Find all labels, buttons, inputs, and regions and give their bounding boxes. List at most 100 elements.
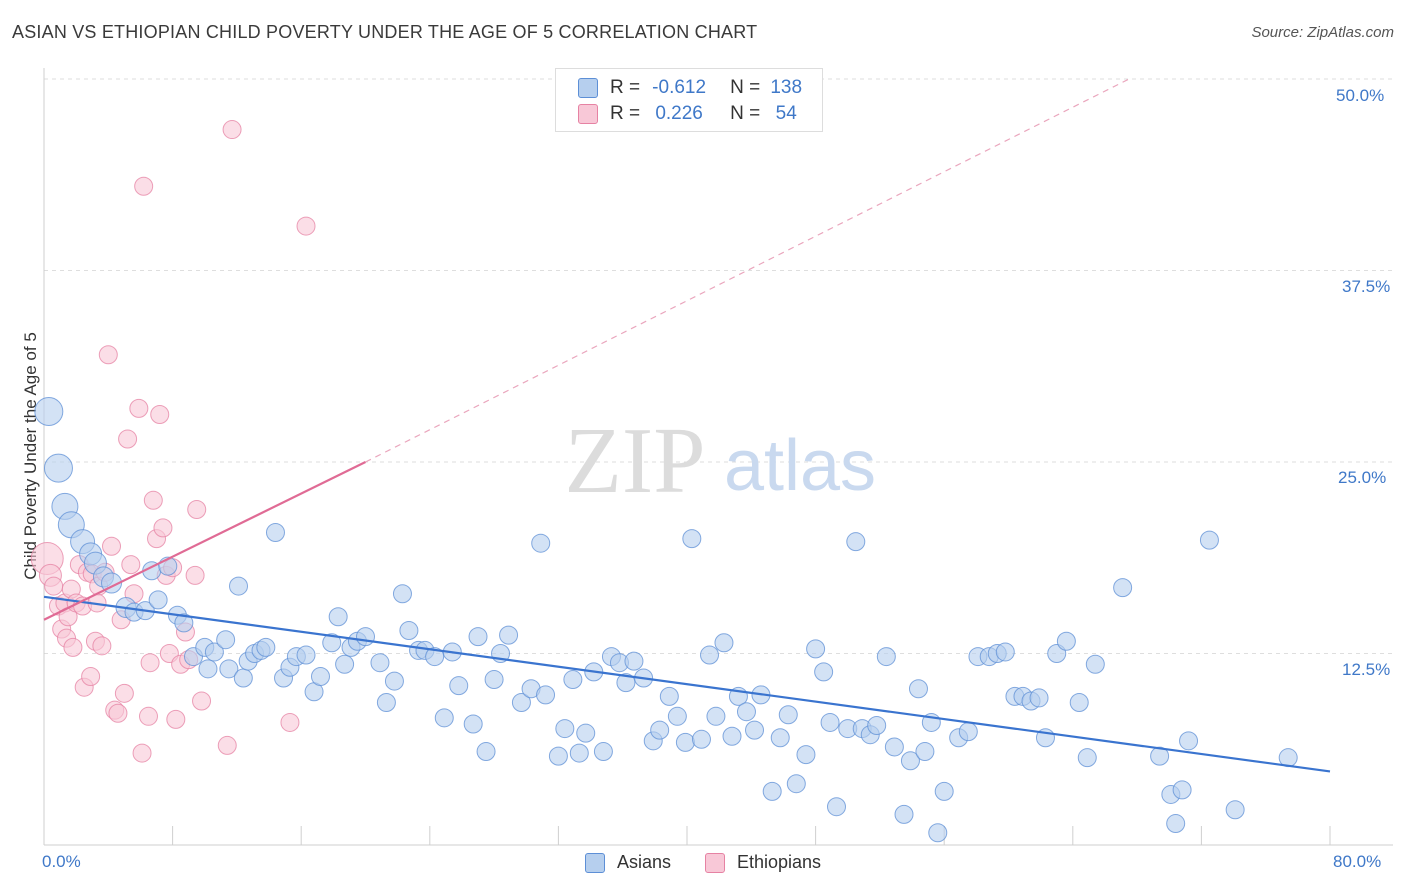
asian-point [569, 743, 589, 763]
asian-point [691, 729, 711, 749]
asian-point [900, 751, 920, 771]
ethiopian-trend-line [43, 461, 366, 621]
ethiopian-point [143, 490, 163, 510]
ethiopian-point [217, 735, 237, 755]
ethiopian-point [121, 555, 141, 575]
asian-point [484, 670, 504, 690]
x-tick-label-min: 0.0% [42, 852, 81, 871]
asian-point [256, 637, 276, 657]
n-value: 54 [775, 103, 797, 124]
asian-point [667, 706, 687, 726]
asian-point [476, 742, 496, 762]
asian-point [468, 627, 488, 647]
asian-trend-line [43, 595, 1331, 773]
asian-point [593, 742, 613, 762]
asian-point [1172, 780, 1192, 800]
asian-point [219, 659, 239, 679]
asian-point [762, 781, 782, 801]
asian-point [700, 645, 720, 665]
ethiopian-point [132, 743, 152, 763]
asian-point [229, 576, 249, 596]
asian-point [1056, 631, 1076, 651]
asian-point [216, 630, 236, 650]
asian-point [867, 716, 887, 736]
asian-point [884, 737, 904, 757]
legend-item-ethiopians[interactable]: Ethiopians [704, 852, 821, 873]
asian-point [174, 613, 194, 633]
asian-point [616, 673, 636, 693]
ethiopian-point [92, 636, 112, 656]
ethiopian-swatch [704, 852, 725, 873]
asian-point [376, 693, 396, 713]
asian-point [1085, 654, 1105, 674]
asian-point [310, 666, 330, 686]
chart-title: ASIAN VS ETHIOPIAN CHILD POVERTY UNDER T… [12, 22, 758, 42]
asian-point [1179, 731, 1199, 751]
asian-point [1150, 746, 1170, 766]
ethiopian-point [296, 216, 316, 236]
asian-point [356, 627, 375, 647]
asian-point [659, 686, 679, 706]
asian-point [820, 712, 840, 732]
asian-point [511, 693, 531, 713]
asian-point [531, 533, 551, 553]
asian-point [714, 633, 734, 653]
ethiopian-swatch [578, 104, 598, 124]
asian-point [384, 671, 404, 691]
x-tick-label-max: 80.0% [1333, 852, 1382, 871]
ethiopian-points [30, 120, 316, 763]
ethiopian-point [185, 565, 205, 585]
ethiopian-point [98, 345, 118, 365]
r-value: -0.612 [652, 77, 707, 98]
watermark-zip: ZIP [565, 409, 706, 513]
y-tick-label-12-5: 12.5% [1342, 660, 1391, 679]
legend-item-asians[interactable]: Asians [584, 852, 671, 873]
asian-point [1225, 800, 1245, 820]
ethiopian-point [138, 706, 158, 726]
asian-point [786, 774, 806, 794]
ethiopian-point [129, 398, 149, 418]
asian-point [34, 396, 64, 426]
asian-point [814, 662, 834, 682]
asian-point [204, 642, 224, 662]
n-label: N = [730, 103, 761, 124]
ethiopian-point [114, 683, 134, 703]
n-label: N = [730, 77, 761, 98]
asian-point [392, 584, 412, 604]
asian-point [265, 522, 285, 542]
watermark: ZIP atlas [565, 409, 877, 513]
asian-point [463, 714, 483, 734]
ethiopian-point [140, 653, 160, 673]
asian-point [894, 804, 914, 824]
ethiopian-point [222, 120, 242, 140]
asian-point [876, 647, 896, 667]
asian-swatch [578, 78, 598, 98]
asian-point [846, 532, 866, 552]
asian-point [434, 708, 454, 728]
asian-point [1029, 688, 1049, 708]
asian-point [915, 742, 935, 762]
asian-point [198, 659, 218, 679]
legend-label-asians: Asians [616, 852, 671, 872]
ethiopian-point [280, 712, 300, 732]
ethiopian-point [102, 536, 122, 556]
asian-point [736, 702, 756, 722]
ethiopian-point [63, 637, 83, 657]
ethiopian-point [153, 518, 173, 538]
asian-point [233, 668, 253, 688]
r-value: 0.226 [655, 103, 703, 124]
asian-point [650, 720, 670, 740]
asian-point [624, 651, 644, 671]
ethiopian-point [44, 576, 64, 596]
asian-point [958, 722, 978, 742]
asian-point [745, 720, 765, 740]
y-tick-label-37-5: 37.5% [1342, 277, 1391, 296]
asian-point [370, 653, 390, 673]
asian-point [675, 732, 695, 752]
ethiopian-point [118, 429, 138, 449]
asian-point [335, 654, 355, 674]
legend-row-ethiopians: R = 0.226 N = 54 [578, 102, 812, 126]
ethiopian-point [150, 405, 170, 425]
asian-point [1069, 693, 1089, 713]
asian-point [995, 642, 1015, 662]
